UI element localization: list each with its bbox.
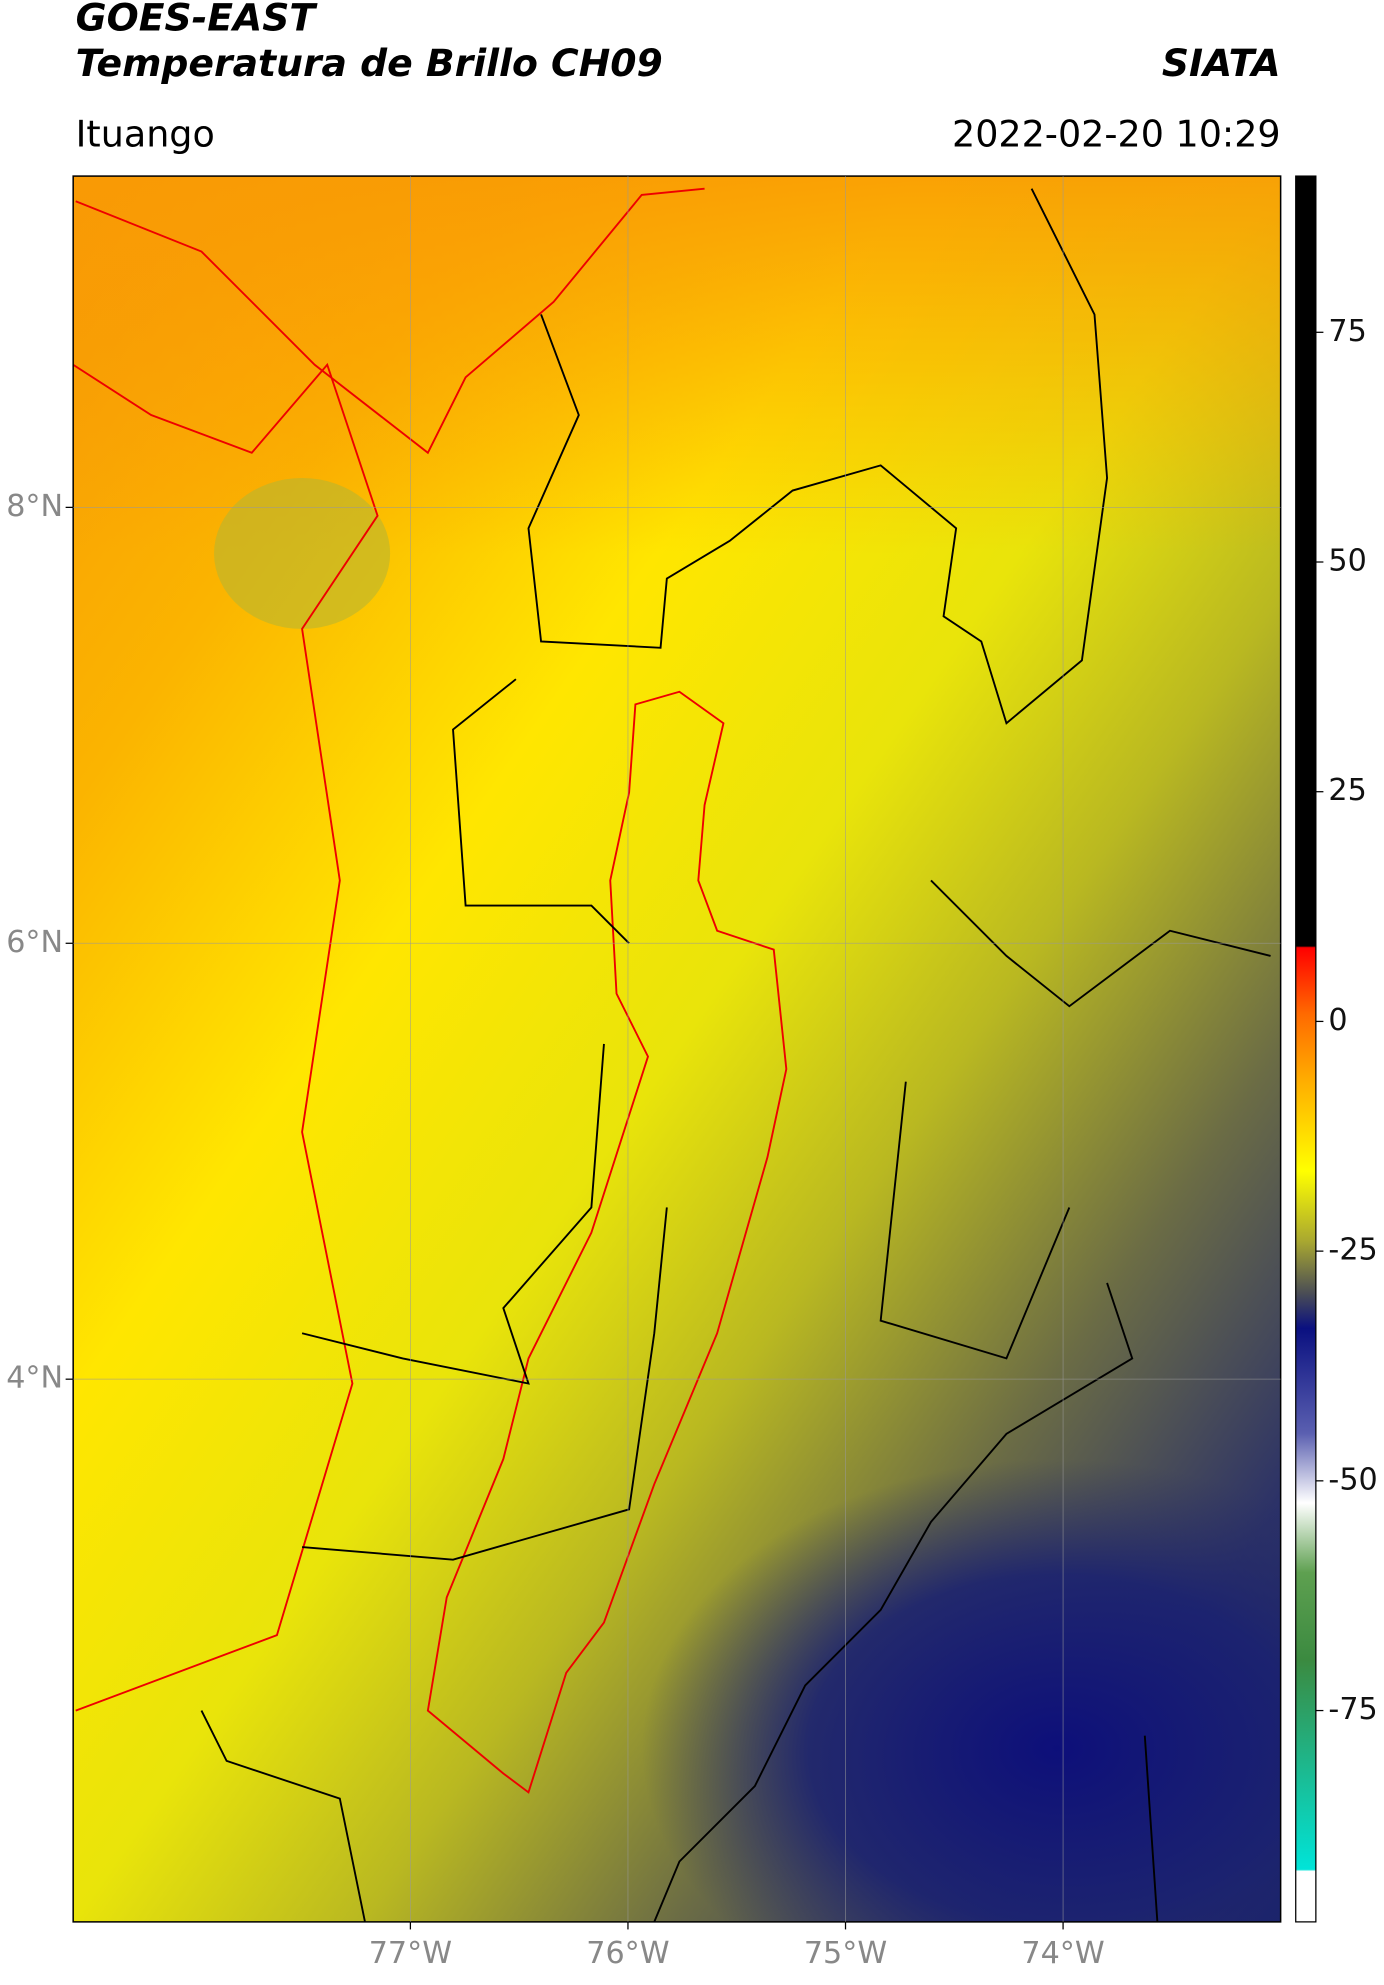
colorbar-tick-label: 50 (1328, 544, 1366, 579)
brand: SIATA (1162, 41, 1281, 85)
x-tick-label: 76°W (586, 1936, 669, 1971)
colorbar-tick-label: -25 (1328, 1233, 1377, 1268)
location: Ituango (76, 112, 215, 155)
colorbar-tick-label: -50 (1328, 1462, 1377, 1497)
colorbar-tick-label: 75 (1328, 314, 1366, 349)
y-tick-label: 8°N (6, 489, 63, 524)
x-tick-label: 74°W (1021, 1936, 1104, 1971)
map-frame (72, 175, 1282, 1923)
x-tick-label: 75°W (804, 1936, 887, 1971)
colorbar-tick-label: -75 (1328, 1692, 1377, 1727)
y-tick-label: 4°N (6, 1361, 63, 1396)
colorbar (1295, 175, 1317, 1923)
datetime: 2022-02-20 10:29 (952, 112, 1281, 155)
colorbar-tick-label: 25 (1328, 773, 1366, 808)
x-tick-label: 77°W (369, 1936, 452, 1971)
title: GOES-EAST (76, 0, 319, 40)
map-field (73, 176, 1281, 1922)
y-tick-label: 6°N (6, 925, 63, 960)
title: Temperatura de Brillo CH09 (76, 41, 663, 85)
colorbar-tick-label: 0 (1328, 1003, 1347, 1038)
